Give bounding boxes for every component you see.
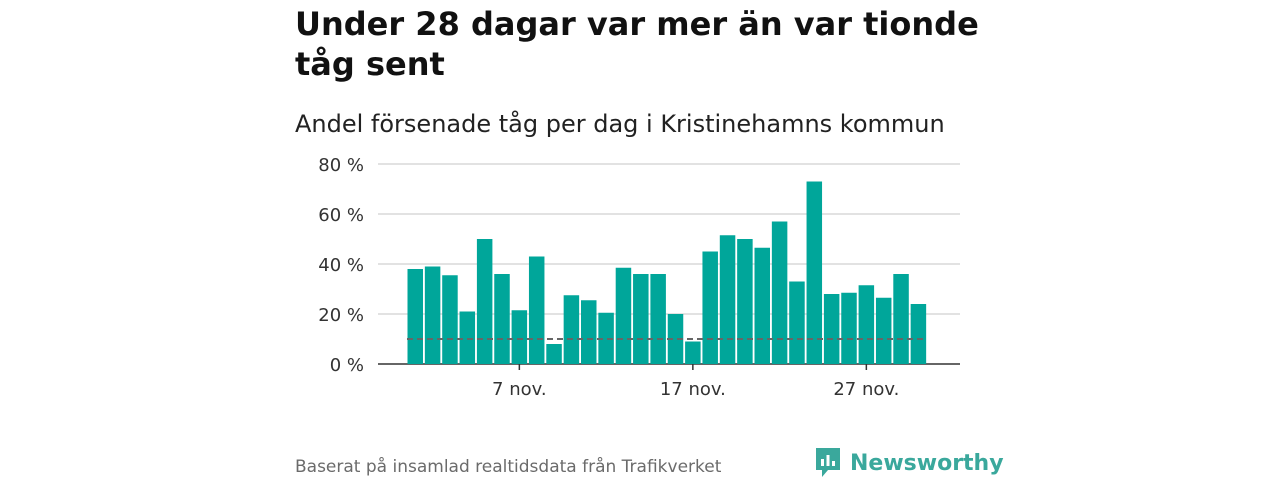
- y-tick-label: 80 %: [318, 155, 364, 176]
- y-tick-label: 60 %: [318, 205, 364, 226]
- bar: [424, 266, 441, 364]
- bars: [407, 181, 927, 364]
- bar: [476, 239, 493, 364]
- bar: [823, 294, 840, 364]
- bar: [650, 274, 666, 364]
- source-note: Baserat på insamlad realtidsdata från Tr…: [295, 457, 722, 477]
- bar: [875, 297, 892, 364]
- x-tick-label: 7 nov.: [492, 379, 547, 400]
- bar: [737, 239, 753, 364]
- bar: [598, 312, 614, 364]
- bar: [546, 344, 562, 364]
- bar: [858, 285, 875, 364]
- bar: [910, 304, 927, 364]
- bar: [442, 275, 458, 364]
- bar: [494, 274, 510, 364]
- newsworthy-logo[interactable]: Newsworthy: [814, 446, 1004, 480]
- chart-title: Under 28 dagar var mer än var tionde tåg…: [295, 5, 979, 83]
- bar: [459, 311, 476, 364]
- bar: [633, 274, 649, 364]
- bar: [806, 181, 823, 364]
- bar: [615, 267, 632, 364]
- bar: [841, 292, 857, 364]
- y-axis-ticks: 0 % 20 % 40 % 60 % 80 %: [318, 155, 364, 376]
- bar: [685, 341, 701, 364]
- bar: [563, 295, 580, 364]
- y-tick-label: 20 %: [318, 305, 364, 326]
- bar: [893, 274, 909, 364]
- x-tick-label: 27 nov.: [833, 379, 899, 400]
- x-axis-ticks: 7 nov. 17 nov. 27 nov.: [492, 364, 899, 400]
- bar: [581, 300, 597, 364]
- chart-subtitle: Andel försenade tåg per dag i Kristineha…: [295, 110, 945, 138]
- brand-name: Newsworthy: [850, 450, 1004, 476]
- y-tick-label: 40 %: [318, 255, 364, 276]
- bar: [702, 251, 718, 364]
- bar: [771, 221, 788, 364]
- bar-chart: 0 % 20 % 40 % 60 % 80 % 7 nov. 17 nov. 27 nov.: [318, 155, 960, 400]
- bar: [407, 269, 423, 364]
- y-tick-label: 0 %: [330, 355, 364, 376]
- newsworthy-logo-icon: [816, 448, 840, 477]
- bar: [754, 247, 770, 364]
- bar: [719, 235, 736, 364]
- bar: [511, 310, 528, 364]
- x-tick-label: 17 nov.: [660, 379, 726, 400]
- bar: [528, 256, 545, 364]
- bar: [667, 314, 684, 364]
- bar: [789, 281, 805, 364]
